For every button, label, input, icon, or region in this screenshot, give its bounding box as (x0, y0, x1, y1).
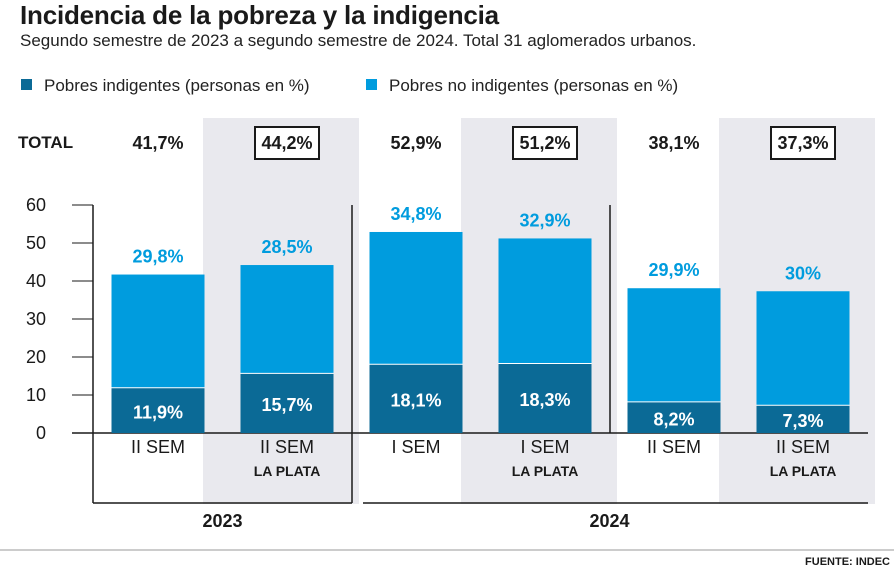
total-value-box (770, 126, 836, 160)
data-label-indigent: 18,1% (390, 391, 441, 411)
legend-item-indigent: Pobres indigentes (personas en %) (21, 76, 310, 96)
legend-item-non-indigent: Pobres no indigentes (personas en %) (366, 76, 678, 96)
total-row-label: TOTAL (18, 133, 73, 152)
bar-non-indigent (498, 238, 592, 364)
chart-title: Incidencia de la pobreza y la indigencia (20, 0, 499, 30)
data-label-indigent: 7,3% (782, 411, 823, 431)
legend-label-indigent: Pobres indigentes (personas en %) (44, 76, 310, 95)
bar-indigent (498, 363, 592, 433)
data-label-non-indigent: 28,5% (261, 237, 312, 257)
data-label-indigent: 15,7% (261, 395, 312, 415)
total-value: 44,2% (261, 133, 312, 153)
y-tick-label: 10 (26, 385, 46, 405)
bar-non-indigent (111, 274, 205, 388)
bar-indigent (240, 373, 334, 433)
x-tick-label: II SEM (776, 437, 830, 457)
bar-non-indigent (240, 265, 334, 374)
total-value: 52,9% (390, 133, 441, 153)
chart-subtitle: Segundo semestre de 2023 a segundo semes… (20, 31, 697, 50)
x-tick-label: II SEM (260, 437, 314, 457)
x-tick-label: I SEM (391, 437, 440, 457)
year-label: 2024 (589, 511, 629, 531)
bar-indigent (369, 364, 463, 433)
y-tick-label: 0 (36, 423, 46, 443)
data-label-non-indigent: 29,9% (648, 260, 699, 280)
x-sublabel: LA PLATA (512, 463, 579, 479)
y-tick-label: 60 (26, 195, 46, 215)
data-label-non-indigent: 32,9% (519, 210, 570, 230)
x-tick-label: II SEM (647, 437, 701, 457)
legend-label-non-indigent: Pobres no indigentes (personas en %) (389, 76, 679, 95)
data-label-indigent: 18,3% (519, 390, 570, 410)
x-tick-label: II SEM (131, 437, 185, 457)
source-label: FUENTE: INDEC (805, 556, 890, 568)
total-value-box (254, 126, 320, 160)
data-label-indigent: 11,9% (133, 402, 183, 422)
total-value: 37,3% (777, 133, 828, 153)
y-tick-label: 40 (26, 271, 46, 291)
x-sublabel: LA PLATA (770, 463, 837, 479)
bar-indigent (627, 401, 721, 433)
total-value: 41,7% (132, 133, 183, 153)
y-tick-label: 50 (26, 233, 46, 253)
data-label-non-indigent: 34,8% (390, 204, 441, 224)
bar-indigent (111, 387, 205, 433)
bar-non-indigent (756, 291, 850, 406)
x-tick-label: I SEM (520, 437, 569, 457)
y-tick-label: 30 (26, 309, 46, 329)
data-label-non-indigent: 29,8% (132, 247, 183, 267)
bar-indigent (756, 405, 850, 433)
data-label-indigent: 8,2% (653, 409, 694, 429)
x-sublabel: LA PLATA (254, 463, 321, 479)
legend-swatch-indigent (21, 79, 32, 91)
y-tick-label: 20 (26, 347, 46, 367)
bar-non-indigent (627, 288, 721, 402)
total-value: 38,1% (648, 133, 699, 153)
year-label: 2023 (202, 511, 242, 531)
bar-non-indigent (369, 231, 463, 365)
legend-swatch-non-indigent (366, 79, 377, 91)
total-value: 51,2% (519, 133, 570, 153)
total-value-box (512, 126, 578, 160)
data-label-non-indigent: 30% (785, 263, 821, 283)
